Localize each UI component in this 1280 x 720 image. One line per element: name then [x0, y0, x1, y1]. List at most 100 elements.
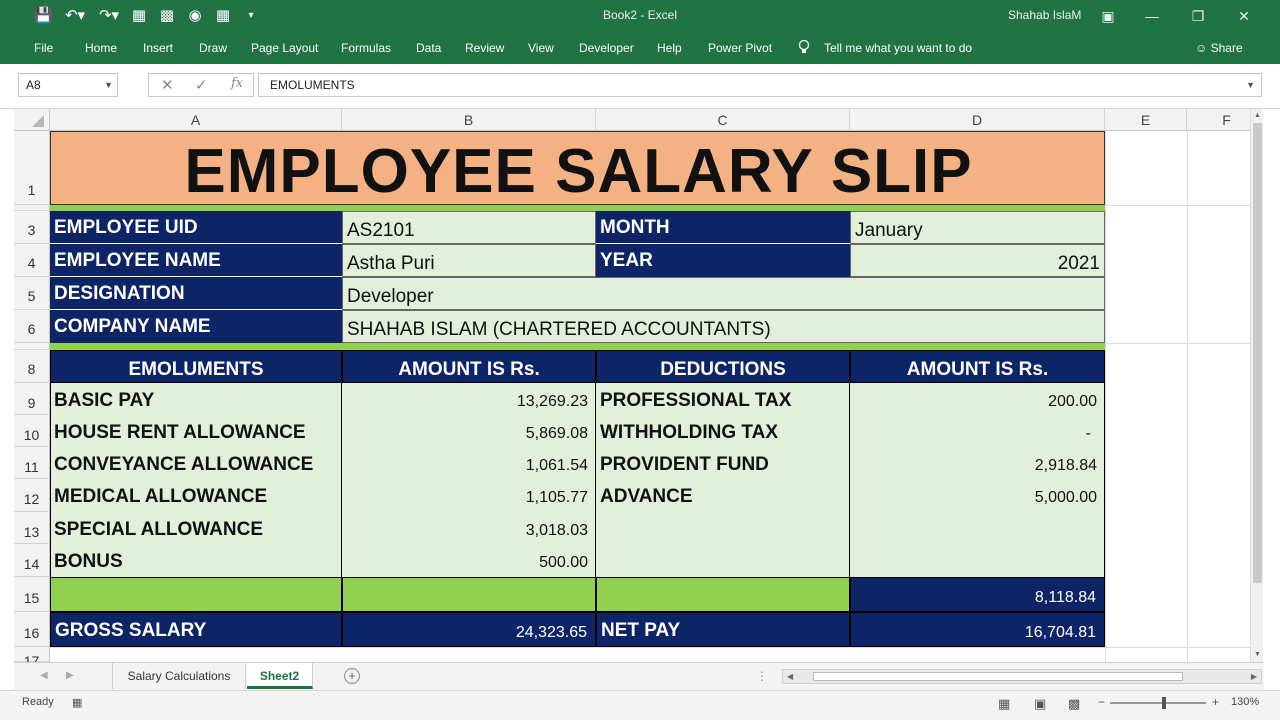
ribbon-display-icon[interactable]: ▣ — [1101, 8, 1115, 24]
emolument-amount[interactable]: 500.00 — [539, 554, 588, 571]
deduction-amount[interactable]: - — [1085, 425, 1091, 442]
page-break-view-icon[interactable]: ▩ — [1068, 696, 1081, 711]
row-header-15[interactable]: 15 — [14, 577, 50, 612]
emolument-name[interactable]: SPECIAL ALLOWANCE — [54, 519, 264, 540]
form-icon[interactable]: ▦ — [131, 7, 147, 24]
customize-qat-icon[interactable]: ▾ — [248, 10, 254, 21]
emoluments-header[interactable]: EMOLUMENTS — [50, 350, 342, 383]
name-box[interactable]: A8 ▼ — [18, 73, 118, 97]
row-header-2[interactable] — [14, 205, 50, 211]
redo-icon[interactable]: ↷▾ — [98, 7, 120, 24]
zoom-out-icon[interactable]: − — [1098, 695, 1106, 709]
gross-salary-value[interactable]: 24,323.65 — [342, 612, 596, 647]
designation-label[interactable]: DESIGNATION — [50, 277, 342, 310]
emolument-name[interactable]: CONVEYANCE ALLOWANCE — [54, 454, 314, 475]
tab-power-pivot[interactable]: Power Pivot — [708, 41, 773, 55]
minimize-icon[interactable]: — — [1145, 8, 1159, 24]
row-header-5[interactable]: 5 — [14, 277, 50, 310]
emolument-amount[interactable]: 1,061.54 — [525, 457, 588, 474]
tab-help[interactable]: Help — [657, 41, 682, 55]
chevron-down-icon[interactable]: ▼ — [104, 80, 113, 90]
next-sheet-icon[interactable]: ▶ — [66, 670, 74, 681]
emolument-name[interactable]: BONUS — [54, 551, 123, 572]
designation-value[interactable]: Developer — [342, 277, 1105, 310]
table-icon[interactable]: ▩ — [159, 7, 175, 24]
enter-icon[interactable]: ✓ — [195, 77, 208, 94]
deduction-amount[interactable]: 2,918.84 — [1034, 457, 1097, 474]
camera-icon[interactable]: ◉ — [188, 7, 202, 24]
month-label[interactable]: MONTH — [596, 211, 850, 244]
net-pay-value[interactable]: 16,704.81 — [850, 612, 1105, 647]
deductions-amount-header[interactable]: AMOUNT IS Rs. — [850, 350, 1105, 383]
cancel-icon[interactable]: ✕ — [161, 77, 174, 94]
employee-uid-value[interactable]: AS2101 — [342, 211, 596, 244]
column-header-f[interactable]: F — [1187, 109, 1250, 131]
zoom-level[interactable]: 130% — [1231, 696, 1260, 708]
row-header-3[interactable]: 3 — [14, 211, 50, 244]
deduction-amount[interactable] — [850, 512, 1105, 544]
row-header-12[interactable]: 12 — [14, 479, 50, 512]
emolument-name[interactable]: BASIC PAY — [54, 390, 155, 411]
prev-sheet-icon[interactable]: ◀ — [40, 670, 48, 681]
scroll-left-icon[interactable]: ◀ — [787, 672, 794, 681]
row-header-1[interactable]: 1 — [14, 131, 50, 205]
tab-data[interactable]: Data — [416, 41, 442, 55]
scroll-thumb[interactable] — [1253, 123, 1262, 583]
expand-formula-icon[interactable]: ▼ — [1246, 80, 1255, 90]
emolument-amount[interactable]: 1,105.77 — [525, 489, 588, 506]
zoom-slider-knob[interactable] — [1162, 697, 1166, 709]
column-header-c[interactable]: C — [596, 109, 850, 131]
deduction-name[interactable]: ADVANCE — [600, 486, 693, 507]
deduction-name[interactable] — [596, 544, 850, 577]
row-header-9[interactable]: 9 — [14, 383, 50, 415]
close-icon[interactable]: ✕ — [1238, 8, 1250, 24]
column-header-b[interactable]: B — [342, 109, 596, 131]
column-header-d[interactable]: D — [850, 109, 1105, 131]
row-header-16[interactable]: 16 — [14, 612, 50, 647]
hscroll-thumb[interactable] — [813, 672, 1183, 681]
row-header-10[interactable]: 10 — [14, 415, 50, 447]
vertical-scrollbar[interactable]: ▲ ▼ — [1250, 109, 1263, 662]
zoom-in-icon[interactable]: + — [1212, 695, 1220, 709]
deduction-name[interactable] — [596, 512, 850, 544]
column-header-a[interactable]: A — [50, 109, 342, 131]
insert-function-icon[interactable]: fx — [231, 76, 244, 91]
share-button[interactable]: ☺ Share — [1195, 41, 1243, 55]
zoom-slider[interactable] — [1110, 697, 1206, 709]
tab-file[interactable]: File — [34, 41, 54, 55]
calculator-icon[interactable]: ▦ — [215, 7, 231, 24]
worksheet-grid[interactable]: A B C D E F 1 3 4 5 6 8 9 10 11 12 13 14… — [14, 109, 1250, 662]
sheet-tab-salary-calculations[interactable]: Salary Calculations — [112, 663, 246, 689]
tab-page-layout[interactable]: Page Layout — [251, 41, 319, 55]
macro-record-icon[interactable]: ▦ — [72, 697, 83, 709]
deduction-name[interactable]: PROFESSIONAL TAX — [600, 390, 792, 411]
employee-name-label[interactable]: EMPLOYEE NAME — [50, 244, 342, 277]
row-header-17[interactable]: 17 — [14, 647, 50, 662]
user-name[interactable]: Shahab IslaM — [1008, 8, 1082, 22]
column-header-e[interactable]: E — [1105, 109, 1187, 131]
emolument-amount[interactable]: 5,869.08 — [525, 425, 588, 442]
total-deductions-value[interactable]: 8,118.84 — [850, 577, 1105, 612]
sheet-tab-sheet2[interactable]: Sheet2 — [247, 663, 313, 689]
emoluments-amount-header[interactable]: AMOUNT IS Rs. — [342, 350, 596, 383]
salary-slip-title-cell[interactable]: EMPLOYEE SALARY SLIP — [50, 131, 1105, 205]
undo-icon[interactable]: ↶▾ — [64, 7, 86, 24]
emolument-amount[interactable]: 13,269.23 — [516, 393, 588, 410]
total-spacer-cell[interactable] — [596, 577, 850, 612]
deductions-header[interactable]: DEDUCTIONS — [596, 350, 850, 383]
net-pay-label[interactable]: NET PAY — [596, 612, 850, 647]
add-sheet-icon[interactable]: + — [344, 668, 360, 684]
normal-view-icon[interactable]: ▦ — [998, 696, 1011, 711]
deduction-name[interactable]: PROVIDENT FUND — [600, 454, 769, 475]
year-value[interactable]: 2021 — [850, 244, 1105, 277]
employee-uid-label[interactable]: EMPLOYEE UID — [50, 211, 342, 244]
tab-insert[interactable]: Insert — [143, 41, 174, 55]
row-header-7[interactable] — [14, 343, 50, 350]
emolument-amount[interactable]: 3,018.03 — [525, 522, 588, 539]
tab-developer[interactable]: Developer — [579, 41, 634, 55]
month-value[interactable]: January — [850, 211, 1105, 244]
deduction-name[interactable]: WITHHOLDING TAX — [600, 422, 779, 443]
total-spacer-cell[interactable] — [50, 577, 342, 612]
deduction-amount[interactable] — [850, 544, 1105, 577]
row-header-13[interactable]: 13 — [14, 512, 50, 544]
